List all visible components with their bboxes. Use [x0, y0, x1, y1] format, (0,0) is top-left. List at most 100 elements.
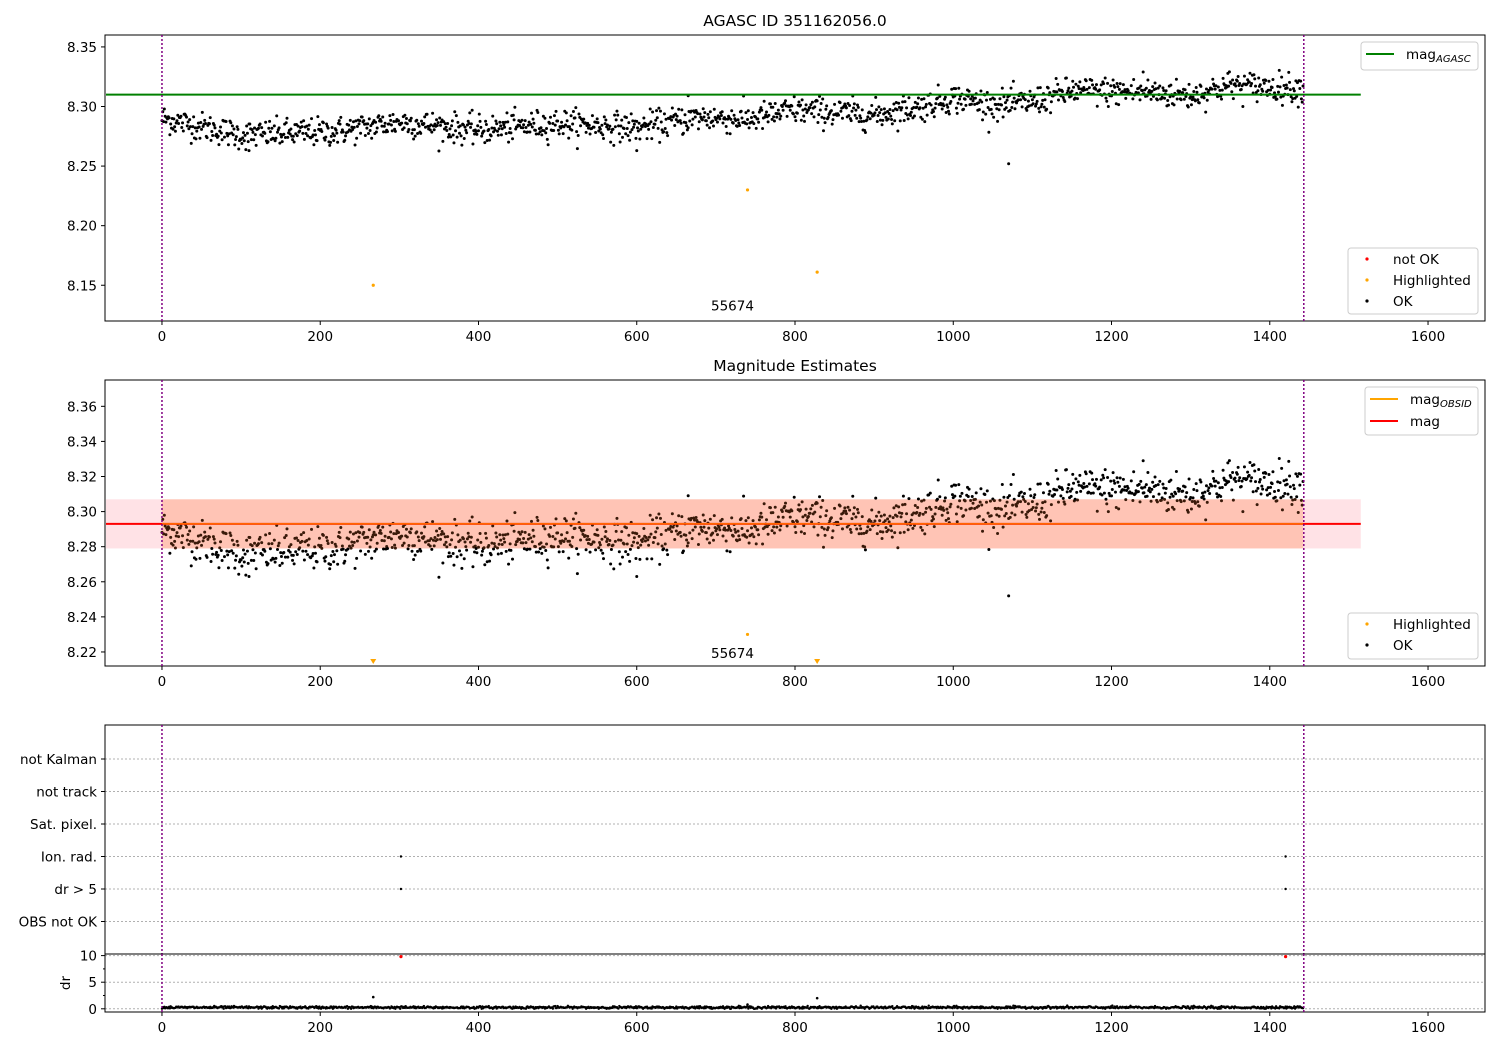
y-tick-label: 8.22 [67, 645, 97, 661]
ok-point [602, 115, 606, 119]
ok-point [294, 550, 298, 554]
ok-point [840, 527, 844, 531]
ok-point [1053, 492, 1057, 496]
ok-point [347, 123, 351, 127]
ok-point [865, 529, 869, 533]
ok-point [375, 126, 379, 130]
ok-point [800, 500, 804, 504]
ok-point [245, 549, 249, 553]
ok-point [1189, 95, 1193, 99]
ok-point [947, 112, 951, 116]
ok-point [1002, 495, 1006, 499]
ok-point [535, 515, 539, 519]
ok-point [1132, 470, 1136, 474]
ok-point [480, 134, 484, 138]
ok-point [992, 97, 996, 101]
ok-point [530, 519, 534, 523]
dr-point [1024, 1005, 1027, 1008]
ok-point [1101, 473, 1105, 477]
ok-point [553, 537, 557, 541]
ok-point [479, 125, 483, 129]
ok-point [1031, 505, 1035, 509]
ok-point [306, 543, 310, 547]
ok-point [715, 533, 719, 537]
ok-point [654, 118, 658, 122]
ok-point [536, 518, 540, 522]
ok-point [1004, 511, 1008, 515]
dr-not-ok-point [1283, 955, 1288, 959]
ok-point [598, 543, 602, 547]
ok-point [859, 119, 863, 123]
ok-point [282, 550, 286, 554]
ok-point [332, 553, 336, 557]
ok-point [862, 119, 866, 123]
ok-point [453, 110, 457, 114]
ok-point [815, 501, 819, 505]
ok-point [357, 535, 361, 539]
ok-point [1270, 85, 1274, 89]
ok-point [1226, 461, 1230, 465]
ok-point [268, 130, 272, 134]
ok-point [994, 103, 998, 107]
ok-point [200, 543, 204, 547]
ok-point [455, 135, 459, 139]
ok-point [928, 491, 932, 495]
ok-point [704, 531, 708, 535]
ok-point [903, 100, 907, 104]
ok-point [696, 127, 700, 131]
ok-point [450, 538, 454, 542]
ok-point [1130, 491, 1134, 495]
ok-point [624, 115, 628, 119]
ok-point [1115, 82, 1119, 86]
ok-point [1028, 487, 1032, 491]
ok-point [977, 108, 981, 112]
ok-point [449, 554, 453, 558]
ok-point [1040, 506, 1044, 510]
ok-point [670, 106, 674, 110]
x-tick-label: 600 [624, 674, 650, 690]
ok-point [422, 121, 426, 125]
ok-point [1090, 78, 1094, 82]
ok-point [210, 546, 214, 550]
ok-point [274, 136, 278, 140]
ok-point [922, 97, 926, 101]
ok-point [816, 533, 820, 537]
ok-point [1125, 489, 1129, 493]
ok-point [224, 119, 228, 123]
ok-point [923, 120, 927, 124]
ok-point [688, 119, 692, 123]
dr-points [160, 1004, 1305, 1011]
ok-point [761, 126, 765, 130]
ok-point [291, 553, 295, 557]
ok-point [1025, 108, 1029, 112]
ok-point [987, 130, 991, 134]
ok-point [316, 115, 320, 119]
ok-point [585, 538, 589, 542]
ok-point [924, 102, 928, 106]
ok-point [474, 130, 478, 134]
ok-point [171, 543, 175, 547]
ok-point [1179, 98, 1183, 102]
ok-point [795, 111, 799, 115]
ok-point [711, 538, 715, 542]
ok-point [446, 122, 450, 126]
ok-point [240, 564, 244, 568]
ok-point [391, 113, 395, 117]
ok-point [473, 132, 477, 136]
ok-point [1036, 86, 1040, 90]
ok-point [323, 559, 327, 563]
ok-point [299, 120, 303, 124]
ok-point [596, 121, 600, 125]
ok-point [1109, 84, 1113, 88]
ok-point [878, 118, 882, 122]
ok-point [220, 138, 224, 142]
ok-point [916, 497, 920, 501]
ok-point [1235, 472, 1239, 476]
ok-point [997, 514, 1001, 518]
ok-point [1073, 96, 1077, 100]
ok-point [499, 124, 503, 128]
ok-point [168, 551, 172, 555]
ok-point [537, 132, 541, 136]
y-tick-label: 8.30 [67, 100, 97, 116]
ok-point [1160, 496, 1164, 500]
